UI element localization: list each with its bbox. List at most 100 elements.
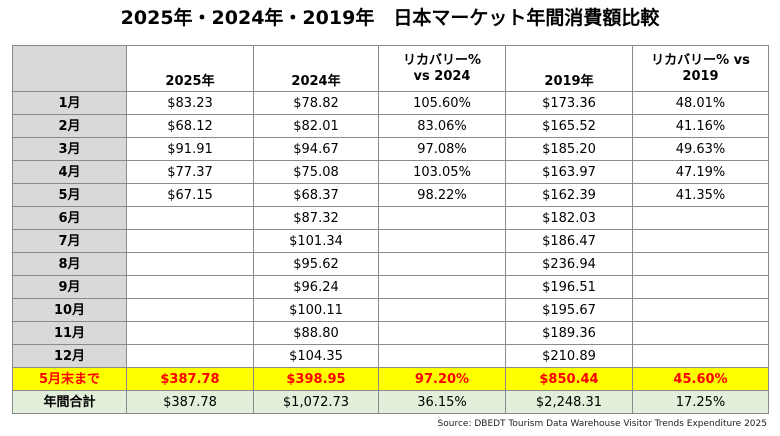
cell-value-2025 [126,275,254,299]
cell-value-2019: $173.36 [505,91,633,115]
cell-recovery-vs-2019 [632,344,769,368]
row-label: 11月 [12,321,127,345]
cell-value-2025 [126,298,254,322]
cell-recovery-vs-2019 [632,298,769,322]
cell-recovery-vs-2019: 49.63% [632,137,769,161]
table-row: 8月 $95.62 $236.94 [12,252,769,276]
cell-recovery-vs-2019 [632,206,769,230]
cell-recovery-vs-2019 [632,252,769,276]
cell-value-2024: $100.11 [253,298,379,322]
table-body: 1月 $83.23 $78.82 105.60% $173.36 48.01% 2月 $68.… [12,91,769,414]
cell-recovery-vs-2024: 97.20% [378,367,506,391]
cell-recovery-vs-2019 [632,321,769,345]
cell-value-2024: $87.32 [253,206,379,230]
cell-recovery-vs-2024: 103.05% [378,160,506,184]
annual-total-row: 年間合計 $387.78 $1,072.73 36.15% $2,248.31 17.25… [12,390,769,414]
cell-value-2024: $95.62 [253,252,379,276]
row-label: 9月 [12,275,127,299]
cell-value-2025 [126,344,254,368]
row-label: 2月 [12,114,127,138]
cell-value-2019: $162.39 [505,183,633,207]
cell-value-2024: $104.35 [253,344,379,368]
cell-value-2024: $78.82 [253,91,379,115]
cell-value-2025: $67.15 [126,183,254,207]
ytd-total-row: 5月末まで $387.78 $398.95 97.20% $850.44 45.60% [12,367,769,391]
cell-value-2024: $96.24 [253,275,379,299]
row-label: 6月 [12,206,127,230]
table-row: 4月 $77.37 $75.08 103.05% $163.97 47.19% [12,160,769,184]
row-label: 5月末まで [12,367,127,391]
cell-recovery-vs-2024: 105.60% [378,91,506,115]
cell-recovery-vs-2024 [378,252,506,276]
cell-recovery-vs-2024 [378,206,506,230]
cell-recovery-vs-2024 [378,344,506,368]
cell-value-2019: $186.47 [505,229,633,253]
col-header-recovery-vs-2019: リカバリー% vs 2019 [632,45,769,92]
cell-value-2025: $68.12 [126,114,254,138]
cell-value-2024: $88.80 [253,321,379,345]
cell-value-2019: $850.44 [505,367,633,391]
cell-value-2024: $82.01 [253,114,379,138]
cell-value-2019: $236.94 [505,252,633,276]
table-row: 7月 $101.34 $186.47 [12,229,769,253]
source-note: Source: DBEDT Tourism Data Warehouse Vis… [437,419,767,429]
cell-recovery-vs-2019: 45.60% [632,367,769,391]
cell-recovery-vs-2019: 47.19% [632,160,769,184]
cell-recovery-vs-2024 [378,275,506,299]
table-row: 12月 $104.35 $210.89 [12,344,769,368]
cell-value-2025: $83.23 [126,91,254,115]
cell-value-2019: $210.89 [505,344,633,368]
table-row: 10月 $100.11 $195.67 [12,298,769,322]
cell-value-2024: $68.37 [253,183,379,207]
cell-recovery-vs-2024 [378,229,506,253]
cell-recovery-vs-2019 [632,229,769,253]
row-label: 8月 [12,252,127,276]
cell-recovery-vs-2019 [632,275,769,299]
row-label: 10月 [12,298,127,322]
cell-value-2019: $189.36 [505,321,633,345]
cell-value-2025 [126,321,254,345]
cell-value-2019: $185.20 [505,137,633,161]
cell-value-2019: $196.51 [505,275,633,299]
row-label: 4月 [12,160,127,184]
page-title: 2025年・2024年・2019年 日本マーケット年間消費額比較 [120,7,660,29]
cell-recovery-vs-2024: 97.08% [378,137,506,161]
row-label: 12月 [12,344,127,368]
col-header-2024: 2024年 [253,45,379,92]
cell-recovery-vs-2024 [378,298,506,322]
cell-value-2025: $387.78 [126,390,254,414]
cell-recovery-vs-2024: 36.15% [378,390,506,414]
col-header-2019: 2019年 [505,45,633,92]
table-row: 3月 $91.91 $94.67 97.08% $185.20 49.63% [12,137,769,161]
cell-value-2024: $101.34 [253,229,379,253]
cell-recovery-vs-2024: 98.22% [378,183,506,207]
col-header-2025: 2025年 [126,45,254,92]
expenditure-table: 2025年 2024年 リカバリー% vs 2024 2019年 リカバリー% … [12,45,769,414]
cell-value-2019: $195.67 [505,298,633,322]
corner-cell [12,45,127,92]
cell-value-2019: $2,248.31 [505,390,633,414]
col-header-recovery-vs-2024-label: リカバリー% vs 2024 [402,52,482,84]
row-label: 5月 [12,183,127,207]
cell-value-2025 [126,206,254,230]
table-row: 5月 $67.15 $68.37 98.22% $162.39 41.35% [12,183,769,207]
col-header-recovery-vs-2024: リカバリー% vs 2024 [378,45,506,92]
table-row: 11月 $88.80 $189.36 [12,321,769,345]
cell-value-2024: $398.95 [253,367,379,391]
cell-value-2024: $94.67 [253,137,379,161]
col-header-recovery-vs-2019-label: リカバリー% vs 2019 [651,52,750,84]
cell-recovery-vs-2019: 17.25% [632,390,769,414]
row-label: 1月 [12,91,127,115]
cell-recovery-vs-2024: 83.06% [378,114,506,138]
cell-value-2025: $91.91 [126,137,254,161]
table-row: 1月 $83.23 $78.82 105.60% $173.36 48.01% [12,91,769,115]
cell-value-2024: $1,072.73 [253,390,379,414]
table-row: 6月 $87.32 $182.03 [12,206,769,230]
cell-recovery-vs-2019: 41.35% [632,183,769,207]
cell-recovery-vs-2019: 48.01% [632,91,769,115]
cell-value-2025 [126,252,254,276]
cell-value-2025 [126,229,254,253]
cell-value-2025: $77.37 [126,160,254,184]
row-label: 7月 [12,229,127,253]
row-label: 年間合計 [12,390,127,414]
